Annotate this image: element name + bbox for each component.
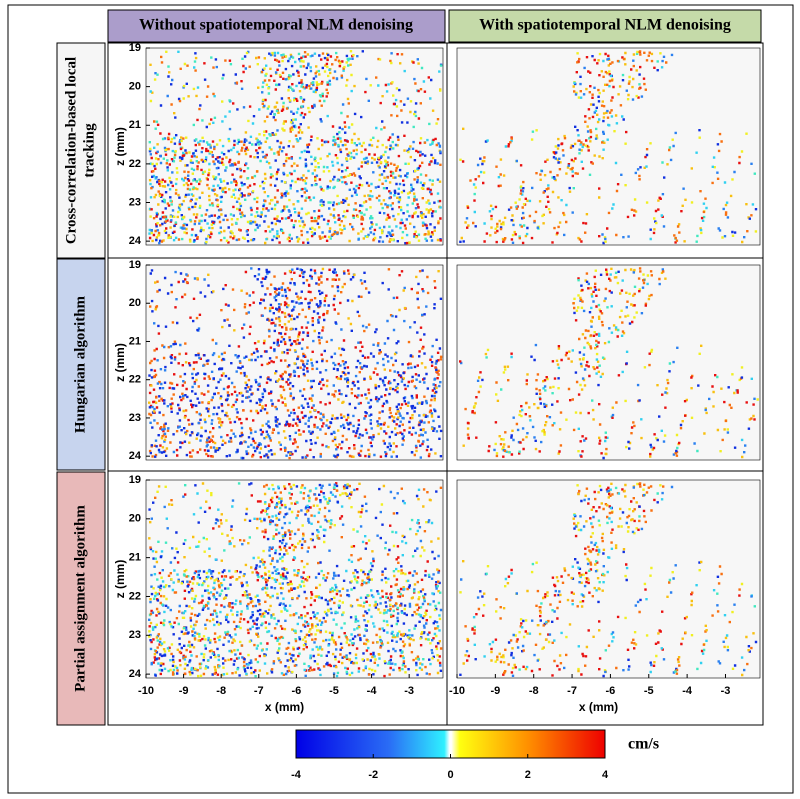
row-header-box — [56, 258, 106, 471]
vessel-dots — [469, 50, 753, 242]
colorbar-unit: cm/s — [628, 736, 659, 753]
x-tick-label: -10 — [138, 685, 154, 697]
colorbar-tick-label: 2 — [525, 769, 531, 781]
z-axis-label: z (mm) — [113, 560, 127, 599]
z-tick-label: 22 — [129, 158, 141, 170]
z-axis-label: z (mm) — [113, 127, 127, 166]
z-tick-label: 20 — [129, 81, 141, 93]
z-tick-label: 20 — [129, 297, 141, 309]
x-tick-label: -8 — [529, 685, 539, 697]
x-tick-label: -5 — [329, 685, 339, 697]
plot-area — [456, 479, 761, 679]
z-tick-label: 24 — [129, 450, 142, 462]
colorbar-tick-label: 4 — [602, 769, 609, 781]
vessel-dots — [148, 268, 443, 460]
x-tick-label: -7 — [254, 685, 264, 697]
x-tick-label: -5 — [644, 685, 654, 697]
row-label: tracking — [81, 123, 97, 178]
column-header-box — [107, 9, 446, 43]
z-tick-label: 20 — [129, 513, 141, 525]
colorbar-tick-label: -4 — [291, 769, 302, 781]
colorbar — [295, 729, 606, 759]
vessel-dots — [148, 267, 443, 460]
x-tick-label: -4 — [682, 685, 693, 697]
x-tick-label: -9 — [490, 685, 500, 697]
z-axis-label: z (mm) — [113, 343, 127, 382]
z-tick-label: 22 — [129, 374, 141, 386]
vessel-dots — [148, 53, 442, 245]
colorbar-tick-label: -2 — [368, 769, 378, 781]
outer-border — [7, 4, 794, 794]
row-label: Partial assignment algorithm — [72, 505, 88, 692]
z-tick-label: 19 — [129, 474, 141, 486]
z-tick-label: 24 — [129, 668, 142, 680]
vessel-dots — [148, 52, 442, 245]
row-label: Hungarian algorithm — [72, 295, 88, 433]
vessel-dots — [148, 482, 442, 678]
vessel-dots — [148, 50, 443, 245]
z-tick-label: 23 — [129, 196, 141, 208]
x-tick-label: -6 — [606, 685, 616, 697]
x-tick-label: -8 — [216, 685, 226, 697]
x-tick-label: -3 — [721, 685, 731, 697]
vessel-dots — [472, 59, 755, 241]
x-tick-label: -7 — [567, 685, 577, 697]
colorbar-tick-label: 0 — [447, 769, 453, 781]
z-tick-label: 19 — [129, 42, 141, 54]
z-tick-label: 21 — [129, 119, 141, 131]
z-tick-label: 19 — [129, 259, 141, 271]
x-tick-label: -4 — [367, 685, 378, 697]
x-tick-label: -6 — [291, 685, 301, 697]
panel-grid — [107, 42, 764, 726]
x-axis-label: x (mm) — [579, 700, 618, 714]
vessel-dots — [472, 488, 753, 674]
plot-area — [456, 264, 761, 461]
z-tick-label: 21 — [129, 552, 141, 564]
x-tick-label: -3 — [404, 685, 414, 697]
z-tick-label: 23 — [129, 412, 141, 424]
z-tick-label: 22 — [129, 590, 141, 602]
row-header-box — [56, 471, 106, 726]
z-tick-label: 23 — [129, 629, 141, 641]
column-header: With spatiotemporal NLM denoising — [479, 17, 731, 34]
plot-area — [456, 47, 761, 246]
z-tick-label: 24 — [129, 235, 142, 247]
row-label: Cross-correlation-based local — [63, 57, 79, 244]
column-header-box — [448, 9, 762, 43]
vessel-dots — [148, 267, 440, 458]
z-tick-label: 21 — [129, 335, 141, 347]
row-header-box — [56, 42, 106, 259]
x-axis-label: x (mm) — [265, 700, 304, 714]
x-tick-label: -9 — [179, 685, 189, 697]
column-header: Without spatiotemporal NLM denoising — [139, 17, 413, 34]
x-tick-label: -10 — [449, 685, 465, 697]
